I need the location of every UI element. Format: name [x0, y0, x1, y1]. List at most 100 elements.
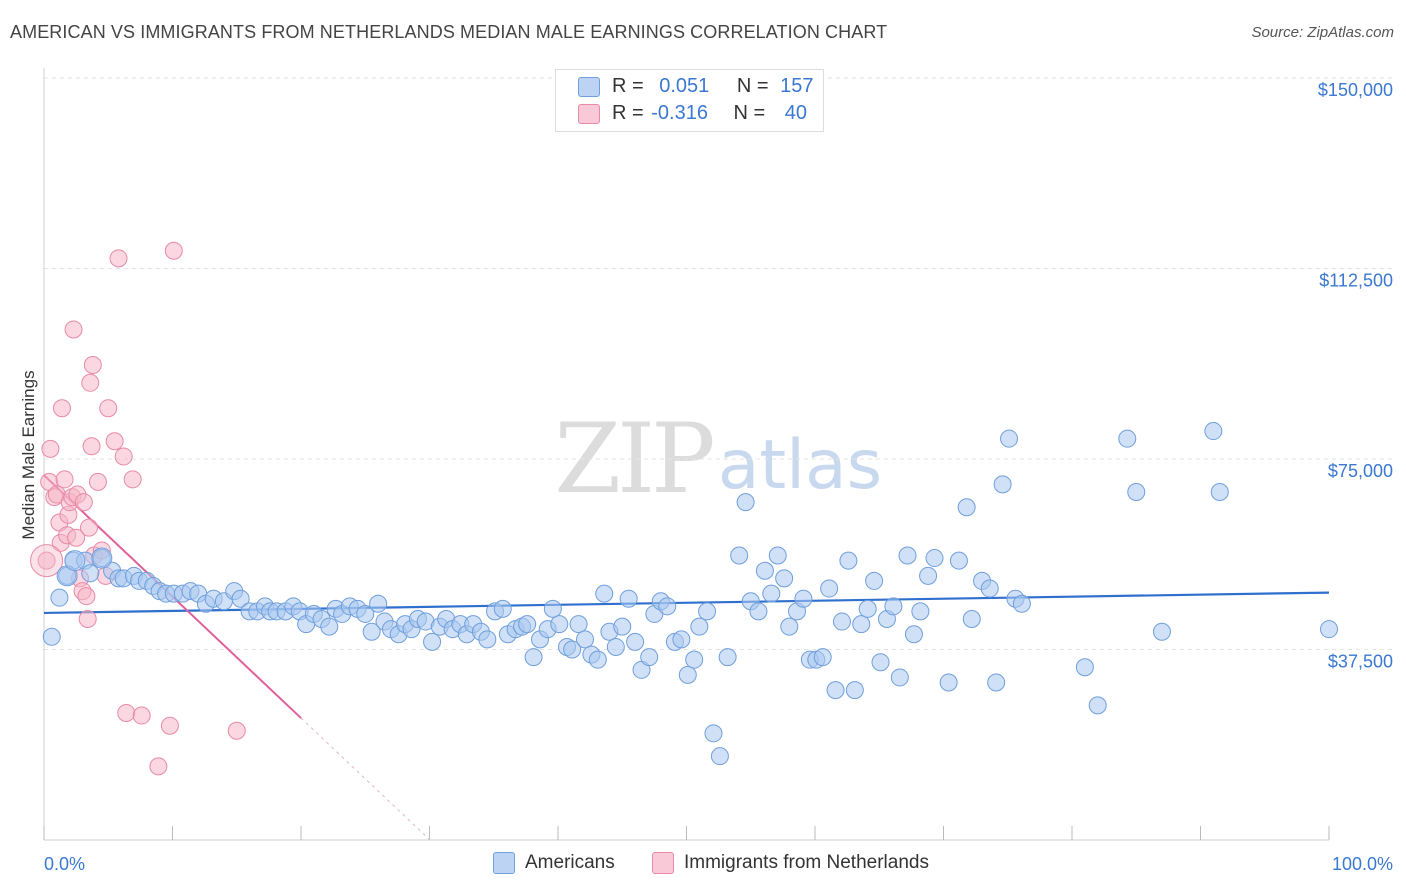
- data-point-americans: [672, 630, 691, 649]
- data-point-americans: [423, 632, 442, 651]
- data-point-americans: [845, 681, 864, 700]
- data-point-americans: [987, 673, 1006, 692]
- netherlands-points: [30, 241, 246, 776]
- data-point-americans: [595, 584, 614, 603]
- data-point-netherlands: [52, 399, 71, 418]
- data-point-americans: [775, 569, 794, 588]
- data-point-americans: [613, 617, 632, 636]
- gridlines: [44, 77, 1394, 650]
- data-point-americans: [794, 589, 813, 608]
- legend-n-label: N =: [733, 102, 766, 124]
- data-point-americans: [626, 632, 645, 651]
- data-point-americans: [939, 673, 958, 692]
- netherlands-trend: [43, 474, 430, 840]
- data-point-americans: [81, 564, 100, 583]
- data-point-americans: [493, 599, 512, 618]
- data-point-netherlands: [114, 447, 133, 466]
- data-point-americans: [813, 648, 832, 667]
- legend-swatch-netherlands: [578, 104, 600, 124]
- trend-line-netherlands-extension: [300, 717, 430, 840]
- data-point-americans: [925, 549, 944, 568]
- data-point-americans: [826, 681, 845, 700]
- data-point-americans: [231, 589, 250, 608]
- legend-swatch-americans: [578, 77, 600, 97]
- data-point-netherlands: [105, 432, 124, 451]
- data-point-americans: [871, 653, 890, 672]
- data-point-netherlands: [83, 356, 102, 375]
- data-point-americans: [91, 547, 113, 569]
- data-point-americans: [919, 566, 938, 585]
- data-point-americans: [563, 640, 582, 659]
- data-point-americans: [1075, 658, 1094, 677]
- data-point-americans: [1127, 483, 1146, 502]
- data-point-americans: [369, 594, 388, 613]
- data-point-americans: [619, 589, 638, 608]
- data-point-netherlands: [132, 706, 151, 725]
- data-point-americans: [980, 579, 999, 598]
- legend-n-label: N =: [736, 75, 769, 97]
- data-point-netherlands: [88, 472, 107, 491]
- data-point-americans: [518, 615, 537, 634]
- data-point-netherlands: [123, 470, 142, 489]
- data-point-americans: [749, 602, 768, 621]
- legend-netherlands-r: -0.316: [651, 102, 708, 124]
- data-point-netherlands: [37, 551, 56, 570]
- legend-americans-r: 0.051: [659, 75, 710, 97]
- data-point-netherlands: [77, 587, 96, 606]
- data-point-netherlands: [74, 493, 93, 512]
- data-point-americans: [704, 724, 723, 743]
- y-tick-label: $37,500: [1328, 652, 1393, 672]
- data-point-americans: [524, 648, 543, 667]
- x-tick-max: 100.0%: [1332, 854, 1393, 874]
- data-point-americans: [865, 571, 884, 590]
- data-point-netherlands: [160, 716, 179, 735]
- data-point-americans: [575, 630, 594, 649]
- chart-title: AMERICAN VS IMMIGRANTS FROM NETHERLANDS …: [10, 22, 888, 42]
- bottom-legend-swatch-americans: [493, 852, 515, 874]
- data-point-netherlands: [149, 757, 168, 776]
- data-point-netherlands: [30, 544, 64, 578]
- data-point-americans: [685, 650, 704, 669]
- bottom-legend-swatch-netherlands: [652, 852, 674, 874]
- data-point-americans: [588, 650, 607, 669]
- correlation-legend: R = 0.051 N = 157 R = -0.316 N = 40: [555, 69, 824, 132]
- data-point-americans: [993, 475, 1012, 494]
- data-point-americans: [1320, 620, 1338, 639]
- data-point-americans: [710, 747, 729, 766]
- data-point-netherlands: [78, 610, 97, 629]
- data-point-americans: [730, 546, 749, 565]
- legend-americans-n: 157: [780, 75, 814, 97]
- legend-r-label: R =: [612, 75, 644, 97]
- data-point-americans: [550, 615, 569, 634]
- data-point-netherlands: [99, 399, 118, 418]
- data-point-americans: [904, 625, 923, 644]
- data-point-netherlands: [164, 241, 183, 260]
- data-point-americans: [820, 579, 839, 598]
- chart-source: Source: ZipAtlas.com: [1251, 24, 1394, 41]
- data-point-netherlands: [109, 249, 128, 268]
- data-point-americans: [1012, 594, 1031, 613]
- data-point-netherlands: [41, 439, 60, 458]
- data-point-americans: [839, 551, 858, 570]
- data-point-americans: [42, 627, 61, 646]
- data-point-americans: [1204, 422, 1223, 441]
- data-point-americans: [736, 493, 755, 512]
- y-tick-label: $150,000: [1318, 80, 1393, 100]
- data-point-americans: [658, 597, 677, 616]
- data-point-americans: [478, 630, 497, 649]
- data-point-americans: [1000, 429, 1019, 448]
- data-point-americans: [64, 550, 86, 572]
- y-tick-label: $75,000: [1328, 461, 1393, 481]
- data-point-americans: [320, 617, 339, 636]
- legend-r-label: R =: [612, 102, 644, 124]
- data-point-americans: [1152, 622, 1171, 641]
- data-point-americans: [362, 622, 381, 641]
- data-point-netherlands: [82, 437, 101, 456]
- y-tick-label: $112,500: [1319, 271, 1393, 291]
- data-point-americans: [949, 551, 968, 570]
- data-point-americans: [832, 612, 851, 631]
- data-point-americans: [640, 648, 659, 667]
- data-point-americans: [356, 604, 375, 623]
- data-point-americans: [852, 615, 871, 634]
